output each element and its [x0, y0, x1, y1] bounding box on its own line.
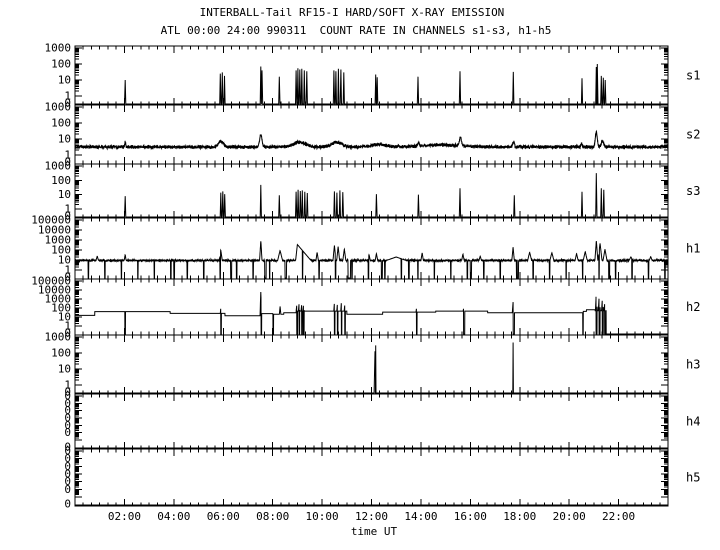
panel-s1: 1000 100 10 10 s1: [45, 42, 701, 110]
channel-label-h4: h4: [686, 415, 700, 429]
y-tick-label: 1: [64, 379, 71, 392]
y-tick-label: 100: [51, 174, 71, 187]
channel-label-s1: s1: [686, 69, 700, 83]
y-tick-labels-h3: 1000 100 10 10: [45, 331, 72, 399]
series-s1: [75, 63, 668, 105]
y-tick-label: 10: [58, 133, 71, 146]
series-s2: [74, 129, 669, 151]
x-tick-label: 02:00: [108, 510, 141, 523]
y-tick-label: 1000: [45, 331, 72, 344]
y-tick-label: 0: [64, 445, 71, 458]
y-tick-label: 0: [64, 419, 71, 432]
y-tick-label: 0: [64, 327, 71, 340]
y-tick-label: 1: [64, 264, 71, 277]
y-tick-label: 0: [64, 426, 71, 439]
x-tick-label: 20:00: [553, 510, 586, 523]
channel-label-s2: s2: [686, 128, 700, 142]
y-tick-label: 10: [58, 74, 71, 87]
panel-h3: 1000 100 10 10 h3: [45, 331, 701, 399]
x-tick-label: 14:00: [404, 510, 437, 523]
y-tick-label: 10: [58, 254, 71, 267]
y-tick-labels-s1: 1000 100 10 10: [45, 42, 72, 110]
y-tick-label: 0: [64, 97, 71, 110]
series-s3: [75, 173, 668, 218]
y-tick-label: 100: [51, 117, 71, 130]
y-tick-label: 1000: [45, 234, 72, 247]
y-tick-label: 1000: [45, 101, 72, 114]
y-tick-label: 100000: [31, 214, 71, 227]
x-tick-label: 22:00: [602, 510, 635, 523]
y-tick-label: 0: [64, 498, 71, 511]
y-tick-label: 100000: [31, 275, 71, 288]
chart-title: INTERBALL-Tail RF15-I HARD/SOFT X-RAY EM…: [200, 6, 505, 19]
x-tick-label: 12:00: [355, 510, 388, 523]
y-tick-label: 10: [58, 188, 71, 201]
x-tick-labels: 02:00 04:00 06:00 08:00 10:00 12:00 14:00 16:00…: [108, 510, 635, 523]
y-tick-labels-s2: 1000 100 10 10: [45, 101, 72, 169]
y-tick-label: 0: [64, 468, 71, 481]
y-tick-label: 1: [64, 320, 71, 333]
plot-area: 10001001010s110001001010s210001001010s31…: [31, 42, 700, 524]
y-tick-label: 10000: [38, 284, 71, 297]
x-tick-label: 04:00: [157, 510, 190, 523]
y-tick-label: 100: [51, 244, 71, 257]
y-tick-label: 1000: [45, 42, 72, 55]
chart-subtitle: ATL 00:00 24:00 990311 COUNT RATE IN CHA…: [161, 24, 552, 37]
y-tick-label: 0: [64, 397, 71, 410]
y-tick-label: 1: [64, 90, 71, 103]
x-tick-label: 08:00: [256, 510, 289, 523]
series-h3: [75, 342, 668, 394]
y-tick-label: 0: [64, 386, 71, 399]
y-tick-label: 10: [58, 363, 71, 376]
y-tick-label: 1000: [45, 293, 72, 306]
x-tick-label: 16:00: [454, 510, 487, 523]
y-tick-label: 0: [64, 452, 71, 465]
y-tick-label: 100: [51, 347, 71, 360]
series-h1: [74, 240, 669, 279]
channel-label-s3: s3: [686, 184, 700, 198]
y-tick-label: 0: [64, 404, 71, 417]
channel-label-h2: h2: [686, 300, 700, 314]
y-tick-label: 0: [64, 156, 71, 169]
y-tick-label: 1: [64, 149, 71, 162]
y-tick-label: 0: [64, 210, 71, 223]
channel-label-h5: h5: [686, 471, 700, 485]
y-tick-label: 0: [64, 460, 71, 473]
y-tick-label: 10000: [38, 224, 71, 237]
panel-s2: 1000 100 10 10 s2: [45, 101, 701, 169]
y-tick-label: 0: [64, 475, 71, 488]
series-h2: [75, 291, 668, 335]
y-tick-label: 1000: [45, 160, 72, 173]
x-axis-label: time UT: [351, 525, 398, 538]
x-tick-label: 06:00: [207, 510, 240, 523]
x-tick-label: 18:00: [503, 510, 536, 523]
y-tick-label: 10: [58, 311, 71, 324]
y-tick-label: 100: [51, 302, 71, 315]
y-tick-label: 0: [64, 390, 71, 403]
channel-label-h3: h3: [686, 358, 700, 372]
y-tick-label: 0: [64, 441, 71, 454]
y-tick-label: 0: [64, 412, 71, 425]
channel-label-h1: h1: [686, 242, 700, 256]
y-tick-label: 1: [64, 203, 71, 216]
y-tick-label: 0: [64, 271, 71, 284]
y-tick-label: 0: [64, 483, 71, 496]
x-tick-label: 10:00: [306, 510, 339, 523]
y-tick-label: 100: [51, 58, 71, 71]
